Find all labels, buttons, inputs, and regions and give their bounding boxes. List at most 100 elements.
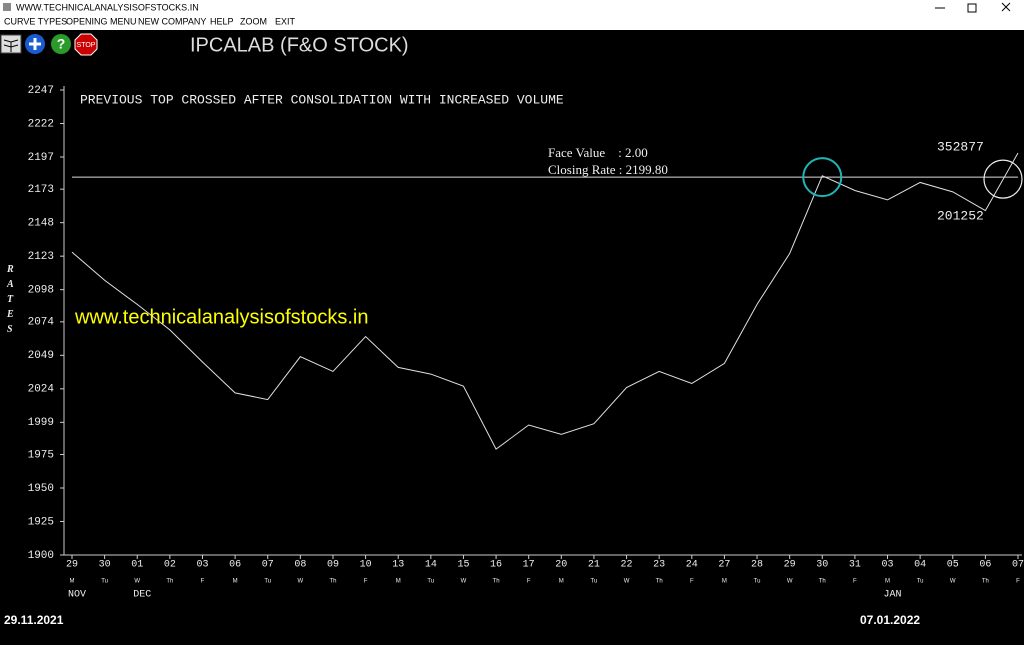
month-label: NOV: [68, 590, 86, 601]
stop-icon[interactable]: [74, 33, 98, 56]
restore-button[interactable]: [967, 3, 977, 13]
y-tick-label: 1925: [28, 516, 54, 528]
x-tick-label: 09: [327, 560, 339, 571]
menu-item[interactable]: EXIT: [275, 16, 296, 26]
weekday-label: F: [1016, 579, 1020, 585]
x-tick-label: 03: [196, 560, 208, 571]
weekday-label: W: [624, 579, 630, 585]
menu-item[interactable]: ZOOM: [240, 16, 267, 26]
weekday-label: Th: [982, 579, 989, 585]
volume-low: 201252: [937, 208, 984, 223]
x-tick-label: 30: [816, 560, 828, 571]
weekday-label: Tu: [264, 579, 271, 585]
x-tick-label: 21: [588, 560, 600, 571]
x-tick-label: 01: [131, 560, 143, 571]
closing-rate: Closing Rate : 2199.80: [548, 162, 668, 177]
y-tick-label: 1999: [28, 417, 54, 429]
x-tick-label: 05: [947, 560, 959, 571]
weekday-label: F: [690, 579, 694, 585]
x-tick-label: 31: [849, 560, 861, 571]
x-tick-label: 13: [392, 560, 404, 571]
x-tick-label: 10: [360, 560, 372, 571]
window-title: WWW.TECHNICALANALYSISOFSTOCKS.IN: [16, 2, 199, 12]
x-tick-label: 23: [653, 560, 665, 571]
x-tick-label: 28: [751, 560, 763, 571]
close-button[interactable]: [1001, 2, 1011, 12]
x-tick-label: 20: [555, 560, 567, 571]
weekday-label: Tu: [591, 579, 598, 585]
x-tick-label: 04: [914, 560, 926, 571]
weekday-label: Th: [493, 579, 500, 585]
x-tick-label: 02: [164, 560, 176, 571]
add-glyph: [29, 38, 41, 50]
y-tick-label: 2098: [28, 285, 54, 297]
weekday-label: Th: [656, 579, 663, 585]
x-tick-label: 07: [1012, 560, 1024, 571]
highlight-circle: [802, 157, 843, 198]
end-date: 07.01.2022: [860, 613, 920, 627]
start-date: 29.11.2021: [4, 613, 64, 627]
weekday-label: Tu: [754, 579, 761, 585]
x-tick-label: 29: [784, 560, 796, 571]
chart-title: IPCALAB (F&O STOCK): [190, 34, 409, 56]
y-tick-label: 2123: [28, 251, 54, 263]
weekday-label: W: [787, 579, 793, 585]
weekday-label: M: [559, 579, 564, 585]
weekday-label: F: [364, 579, 368, 585]
x-tick-label: 15: [457, 560, 469, 571]
y-tick-label: 1975: [28, 449, 54, 461]
menu-item[interactable]: NEW COMPANY: [138, 16, 206, 26]
app-icon: [3, 3, 11, 11]
x-tick-label: 08: [294, 560, 306, 571]
weekday-label: Th: [819, 579, 826, 585]
weekday-label: W: [461, 579, 467, 585]
weekday-label: M: [885, 579, 890, 585]
x-tick-label: 16: [490, 560, 502, 571]
x-tick-label: 29: [66, 560, 78, 571]
weekday-label: W: [298, 579, 304, 585]
x-tick-label: 14: [425, 560, 437, 571]
weekday-label: Tu: [101, 579, 108, 585]
weekday-label: W: [134, 579, 140, 585]
help-icon[interactable]: [51, 34, 71, 54]
stop-label: STOP: [77, 42, 96, 49]
y-tick-label: 2074: [28, 317, 55, 329]
weekday-label: M: [396, 579, 401, 585]
x-tick-label: 30: [99, 560, 111, 571]
volume-high: 352877: [937, 139, 984, 154]
annotation: PREVIOUS TOP CROSSED AFTER CONSOLIDATION…: [80, 92, 564, 107]
weekday-label: Tu: [427, 579, 434, 585]
weekday-label: Th: [329, 579, 336, 585]
x-tick-label: 27: [718, 560, 730, 571]
title-and-menu-bar: [0, 0, 1024, 30]
price-line: [71, 152, 1019, 450]
month-label: DEC: [133, 590, 151, 601]
face-value: Face Value : 2.00: [548, 145, 648, 160]
menu-item[interactable]: CURVE TYPES: [4, 16, 67, 26]
y-tick-label: 2197: [28, 152, 54, 164]
highlight-circle: [983, 159, 1023, 199]
y-tick-label: 1900: [28, 550, 54, 562]
x-tick-label: 22: [621, 560, 633, 571]
book-glyph: [3, 39, 19, 52]
x-tick-label: 24: [686, 560, 698, 571]
toolbar: [0, 30, 1024, 60]
menu-item[interactable]: HELP: [210, 16, 234, 26]
weekday-label: F: [527, 579, 531, 585]
y-tick-label: 2049: [28, 350, 54, 362]
watermark: www.technicalanalysisofstocks.in: [74, 306, 368, 328]
weekday-label: M: [233, 579, 238, 585]
weekday-label: F: [853, 579, 857, 585]
y-tick-label: 2247: [28, 85, 54, 97]
weekday-label: M: [70, 579, 75, 585]
weekday-label: W: [950, 579, 956, 585]
x-tick-label: 03: [882, 560, 894, 571]
menu-item[interactable]: OPENING MENU: [66, 16, 137, 26]
x-tick-label: 06: [229, 560, 241, 571]
x-tick-label: 17: [523, 560, 535, 571]
weekday-label: M: [722, 579, 727, 585]
y-tick-label: 2148: [28, 218, 54, 230]
